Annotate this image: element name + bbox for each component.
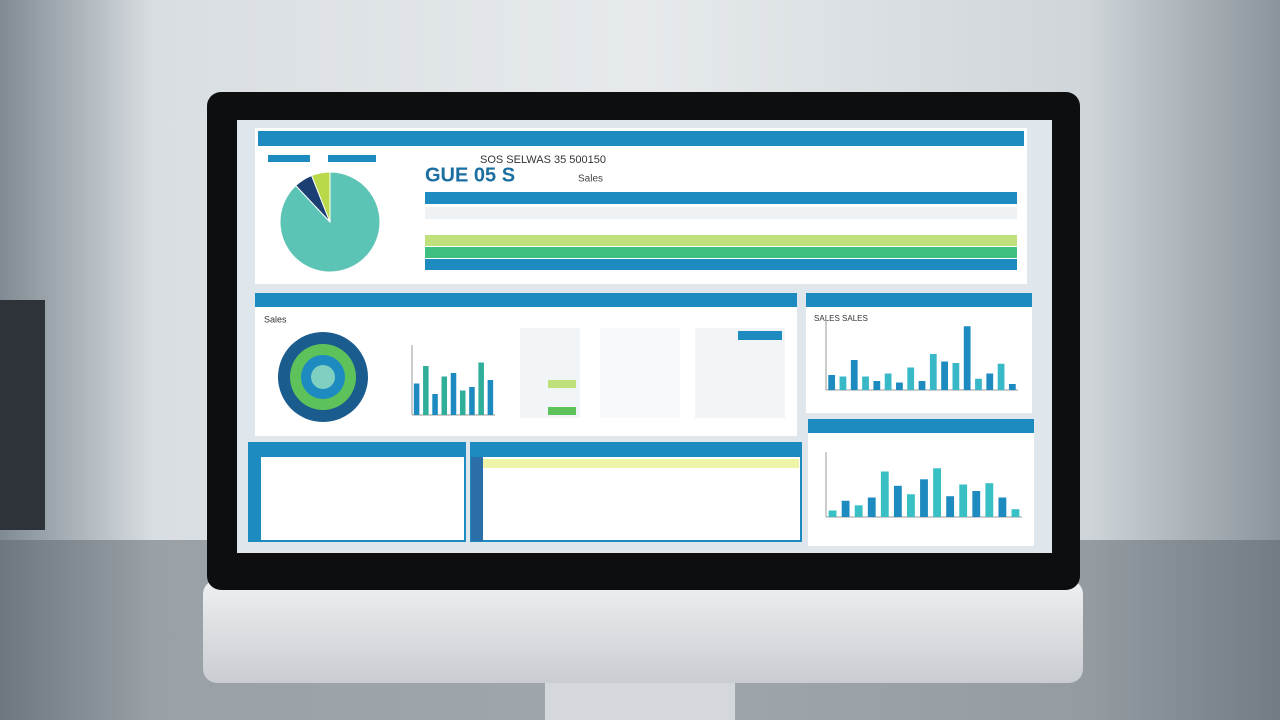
bar bbox=[998, 497, 1007, 517]
panel bbox=[248, 442, 466, 542]
bottom-middle-table bbox=[470, 442, 802, 542]
bar bbox=[839, 376, 847, 390]
table-row bbox=[425, 247, 1017, 258]
bar bbox=[907, 494, 915, 517]
table-row bbox=[425, 221, 1017, 233]
bar bbox=[959, 484, 968, 517]
bar bbox=[946, 496, 955, 517]
bar bbox=[487, 380, 494, 415]
bar bbox=[884, 373, 892, 390]
bar bbox=[896, 382, 903, 390]
bar bbox=[893, 485, 902, 517]
headline: SOS SELWAS 35 500150 bbox=[480, 154, 606, 166]
bar bbox=[997, 363, 1005, 390]
pie bbox=[279, 171, 381, 273]
bar bbox=[907, 367, 915, 390]
panel bbox=[806, 293, 1032, 413]
info-box bbox=[600, 328, 680, 418]
panel-header bbox=[255, 293, 797, 307]
table-row bbox=[425, 235, 1017, 246]
bar bbox=[1008, 384, 1016, 390]
bar bbox=[432, 394, 438, 415]
bar bbox=[854, 505, 863, 517]
panel-header bbox=[258, 131, 1024, 146]
info-box bbox=[520, 328, 580, 418]
big-label: GUE 05 S bbox=[425, 164, 515, 186]
bar bbox=[828, 375, 836, 390]
chart-title: SALES SALES bbox=[814, 314, 868, 323]
info-tag bbox=[548, 380, 576, 388]
bar bbox=[423, 366, 429, 415]
bar bbox=[1011, 509, 1020, 517]
bar bbox=[441, 376, 448, 415]
bar bbox=[920, 479, 928, 517]
bottom-left-table bbox=[248, 442, 466, 542]
bar bbox=[972, 491, 981, 517]
table-row bbox=[425, 207, 1017, 219]
bar bbox=[918, 381, 926, 390]
panel-title: Sales bbox=[264, 314, 287, 324]
info-tag bbox=[548, 407, 576, 415]
tab bbox=[328, 155, 376, 162]
panel bbox=[470, 442, 802, 542]
panel-header bbox=[471, 443, 801, 457]
label: Sales bbox=[578, 174, 603, 185]
bar bbox=[880, 471, 889, 517]
table-row bbox=[473, 459, 799, 468]
bar bbox=[450, 373, 457, 415]
bar bbox=[933, 468, 941, 517]
bar bbox=[963, 326, 971, 390]
bar bbox=[952, 363, 960, 390]
bar bbox=[986, 373, 994, 390]
middle-panel: Sales bbox=[255, 293, 797, 436]
bar bbox=[867, 497, 876, 517]
bar bbox=[975, 378, 982, 390]
panel-header bbox=[808, 419, 1034, 433]
panel-header bbox=[249, 443, 465, 457]
row-markers bbox=[249, 457, 261, 541]
bar bbox=[850, 360, 858, 390]
donut-center bbox=[311, 365, 335, 389]
bar bbox=[459, 390, 466, 415]
monitor-chin bbox=[203, 580, 1083, 683]
pie-slice bbox=[310, 171, 331, 223]
bar bbox=[985, 483, 994, 517]
top-panel: SOS SELWAS 35 500150 GUE 05 S Sales bbox=[255, 128, 1027, 284]
right-top-bar-chart bbox=[825, 315, 1018, 391]
panel-header bbox=[806, 293, 1032, 307]
bar bbox=[413, 383, 420, 415]
bar bbox=[929, 354, 937, 390]
table-row bbox=[425, 259, 1017, 270]
background-object bbox=[0, 300, 45, 530]
right-bottom-bar-chart bbox=[825, 452, 1022, 518]
info-box bbox=[695, 328, 785, 418]
info-tag bbox=[738, 331, 782, 340]
right-top-panel: SALES SALES bbox=[806, 293, 1032, 413]
middle-bar-chart bbox=[411, 345, 495, 416]
bar bbox=[828, 510, 837, 517]
bar bbox=[469, 387, 475, 415]
bar bbox=[862, 376, 869, 390]
bar bbox=[478, 362, 484, 415]
row-markers bbox=[471, 457, 483, 541]
tab bbox=[268, 155, 310, 162]
bar bbox=[941, 361, 948, 390]
bar bbox=[873, 381, 881, 390]
bar bbox=[841, 500, 850, 517]
table-header bbox=[425, 192, 1017, 204]
